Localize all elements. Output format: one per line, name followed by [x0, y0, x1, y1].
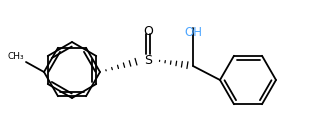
Text: O: O: [143, 25, 153, 38]
Text: OH: OH: [184, 26, 202, 39]
Text: CH₃: CH₃: [7, 52, 24, 61]
Text: S: S: [144, 53, 152, 67]
